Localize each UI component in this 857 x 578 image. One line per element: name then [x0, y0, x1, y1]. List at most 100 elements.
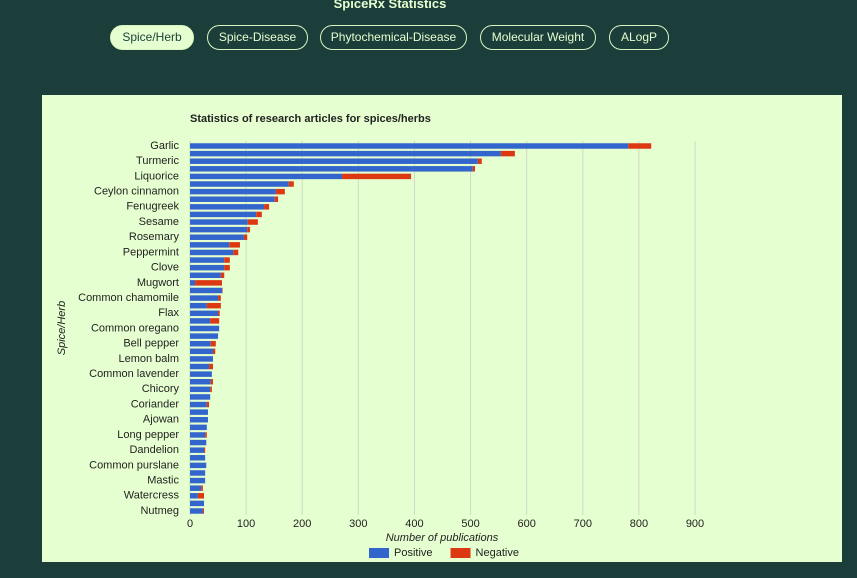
- x-tick-label: 700: [574, 518, 592, 530]
- bar-segment: [209, 363, 214, 370]
- chart-panel: [42, 95, 842, 562]
- bar-segment: [210, 378, 214, 385]
- bar-segment: [628, 143, 652, 149]
- bar-segment: [190, 143, 629, 149]
- bar-segment: [190, 485, 202, 491]
- bar-segment: [190, 257, 225, 263]
- bar-segment: [190, 417, 208, 423]
- y-tick-label: Peppermint: [123, 246, 179, 258]
- bar-segment: [206, 401, 210, 408]
- bar-segment: [190, 211, 257, 218]
- y-tick-label: Lemon balm: [118, 353, 179, 365]
- y-tick-label: Flax: [158, 307, 179, 319]
- bar-segment: [197, 493, 205, 499]
- y-tick-label: Dandelion: [129, 444, 179, 456]
- y-tick-label: Common chamomile: [78, 292, 179, 304]
- bar-segment: [190, 348, 214, 355]
- x-tick-label: 800: [630, 518, 648, 530]
- bar-segment: [275, 188, 285, 195]
- bar-segment: [201, 485, 203, 491]
- bar-segment: [190, 249, 234, 256]
- y-tick-label: Rosemary: [129, 231, 180, 243]
- bar-segment: [221, 287, 223, 294]
- bar-segment: [190, 477, 206, 484]
- bar-segment: [206, 302, 221, 309]
- bar-segment: [190, 204, 265, 210]
- tab[interactable]: Molecular Weight: [480, 25, 596, 50]
- bar-segment: [190, 409, 208, 415]
- y-tick-label: Mastic: [147, 474, 179, 486]
- x-tick-label: 500: [461, 518, 479, 530]
- y-tick-label: Mugwort: [137, 277, 179, 289]
- bar-segment: [190, 166, 473, 172]
- bar-segment: [220, 272, 225, 279]
- tab[interactable]: Spice-Disease: [207, 25, 308, 50]
- bar-segment: [190, 340, 211, 347]
- bar-segment: [190, 188, 276, 195]
- bar-segment: [224, 257, 230, 263]
- bar-segment: [190, 272, 221, 279]
- bar-segment: [472, 166, 476, 172]
- y-tick-label: Liquorice: [134, 170, 179, 182]
- bar-segment: [342, 173, 412, 180]
- bar-segment: [288, 181, 294, 187]
- y-tick-label: Coriander: [131, 398, 180, 410]
- bar-segment: [195, 280, 222, 286]
- y-tick-label: Watercress: [124, 490, 180, 502]
- page-title: SpiceRx Statistics: [333, 0, 447, 11]
- bar-segment: [190, 401, 207, 408]
- bar-segment: [210, 318, 220, 324]
- bar-segment: [190, 280, 196, 286]
- y-tick-label: Sesame: [139, 216, 179, 228]
- y-tick-label: Chicory: [142, 383, 180, 395]
- bar-segment: [190, 378, 211, 385]
- bar-segment: [190, 439, 207, 446]
- y-tick-label: Common lavender: [89, 368, 179, 380]
- bar-segment: [233, 249, 239, 256]
- bar-segment: [190, 371, 212, 377]
- bar-segment: [210, 386, 212, 393]
- bar-segment: [190, 394, 211, 400]
- x-tick-label: 400: [405, 518, 423, 530]
- bar-segment: [247, 226, 251, 233]
- bar-segment: [500, 150, 515, 157]
- bar-segment: [190, 226, 248, 233]
- bar-segment: [190, 242, 230, 248]
- tab[interactable]: Phytochemical-Disease: [320, 25, 467, 50]
- bar-segment: [210, 340, 216, 347]
- y-tick-label: Bell pepper: [123, 338, 179, 350]
- tab[interactable]: Spice/Herb: [110, 25, 194, 50]
- bar-segment: [190, 432, 206, 438]
- y-tick-label: Garlic: [150, 140, 179, 152]
- x-tick-label: 0: [187, 518, 193, 530]
- bar-segment: [204, 447, 206, 453]
- tab[interactable]: ALogP: [609, 25, 669, 50]
- bar-segment: [190, 455, 206, 461]
- legend-swatch: [450, 548, 471, 558]
- bar-segment: [190, 333, 219, 339]
- y-tick-label: Long pepper: [117, 429, 179, 441]
- x-axis-label: Number of publications: [386, 532, 499, 544]
- bar-segment: [190, 356, 214, 362]
- bar-segment: [213, 348, 216, 355]
- bar-segment: [190, 470, 206, 476]
- bar-segment: [229, 242, 240, 248]
- y-tick-label: Common oregano: [91, 322, 179, 334]
- bar-segment: [190, 234, 244, 240]
- bar-segment: [243, 234, 248, 240]
- bar-segment: [190, 287, 222, 294]
- bar-segment: [218, 310, 220, 317]
- bar-segment: [190, 173, 343, 180]
- bar-segment: [190, 363, 210, 370]
- bar-segment: [190, 302, 207, 309]
- bar-segment: [190, 325, 220, 332]
- bar-segment: [190, 295, 219, 301]
- y-tick-label: Clove: [151, 262, 179, 274]
- x-tick-label: 100: [237, 518, 255, 530]
- y-tick-label: Turmeric: [136, 155, 179, 167]
- chart-title: Statistics of research articles for spic…: [190, 113, 431, 125]
- bar-segment: [202, 508, 205, 514]
- y-tick-label: Fenugreek: [126, 201, 179, 213]
- bar-segment: [190, 447, 205, 453]
